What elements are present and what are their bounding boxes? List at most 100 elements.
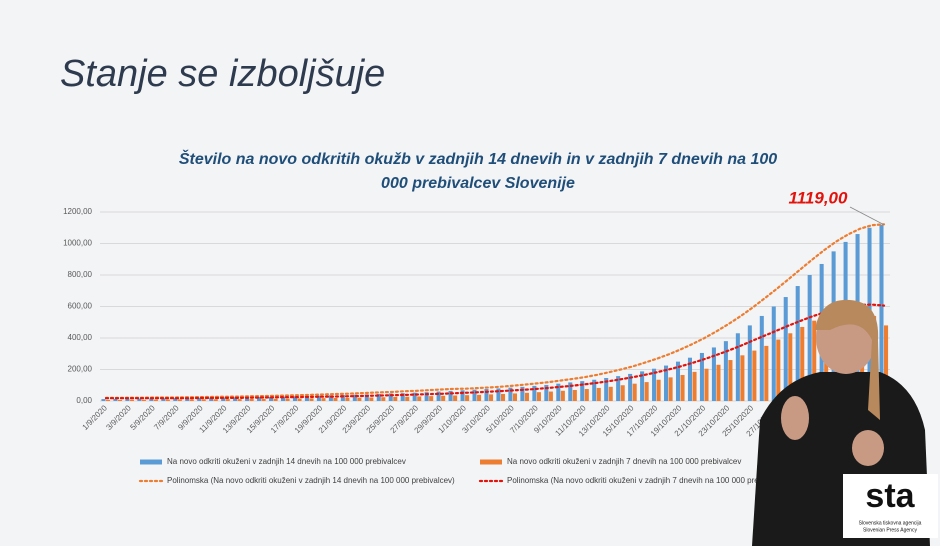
bar <box>417 396 422 401</box>
bar <box>381 397 386 401</box>
bar <box>664 365 669 401</box>
bar <box>628 373 633 401</box>
bar <box>333 398 338 401</box>
bar <box>580 381 585 401</box>
bar <box>221 397 226 401</box>
bar <box>141 399 146 401</box>
bar <box>297 398 302 401</box>
bar <box>884 325 889 401</box>
bar <box>472 389 477 401</box>
bar <box>357 397 362 401</box>
legend-swatch <box>480 459 502 465</box>
bar <box>197 397 202 401</box>
bar <box>201 399 206 401</box>
bar <box>608 386 613 401</box>
bar <box>261 398 266 401</box>
bar <box>723 341 728 401</box>
bar <box>304 395 309 401</box>
bar <box>257 397 262 401</box>
bar <box>640 371 645 401</box>
bar <box>584 389 589 401</box>
bar <box>412 392 417 401</box>
bar <box>105 399 111 401</box>
bar <box>680 375 685 401</box>
bar <box>656 379 661 401</box>
bar <box>568 382 573 401</box>
bar <box>489 394 494 401</box>
interpreter-hair <box>815 299 880 420</box>
bar <box>524 392 529 401</box>
bar <box>249 398 254 401</box>
bar <box>429 396 434 401</box>
bar <box>213 399 218 401</box>
legend-label: Polinomska (Na novo odkriti okuženi v za… <box>167 476 455 485</box>
bar <box>692 371 697 401</box>
bar <box>704 368 709 401</box>
logo-subtitle: Slovenian Press Agency <box>863 527 917 533</box>
bar <box>716 364 721 401</box>
bar <box>225 399 230 401</box>
bar <box>556 383 561 401</box>
logo-box <box>843 474 938 538</box>
bar <box>532 385 537 401</box>
bar <box>812 320 817 401</box>
bar <box>149 398 154 401</box>
bar <box>477 394 482 401</box>
y-tick-label: 1000,00 <box>63 239 92 248</box>
bar <box>788 333 793 401</box>
legend-swatch <box>140 459 162 465</box>
bar <box>465 395 470 401</box>
bar <box>795 286 800 401</box>
bar <box>173 398 178 401</box>
bar <box>388 393 393 401</box>
bar <box>233 397 238 401</box>
bar <box>544 384 549 401</box>
y-tick-label: 1200,00 <box>63 207 92 216</box>
legend-label: Na novo odkriti okuženi v zadnjih 7 dnev… <box>507 457 741 466</box>
bar <box>728 360 733 401</box>
headline: Stanje se izboljšuje <box>60 53 385 95</box>
bar <box>592 379 597 401</box>
bar <box>740 355 745 401</box>
logo-subtitle: Slovenska tiskovna agencija <box>859 520 922 526</box>
bar <box>309 398 314 401</box>
bar <box>189 399 194 401</box>
bar <box>699 352 704 401</box>
bar <box>616 376 621 401</box>
y-tick-label: 600,00 <box>68 302 93 311</box>
bar <box>572 389 577 401</box>
chart-title: Število na novo odkritih okužb v zadnjih… <box>179 149 777 168</box>
bar <box>632 383 637 401</box>
bar <box>776 339 781 401</box>
bar <box>644 382 649 401</box>
bar <box>441 395 446 401</box>
bar <box>269 396 274 401</box>
bar <box>536 392 541 401</box>
bar <box>185 398 190 401</box>
y-tick-label: 800,00 <box>68 270 93 279</box>
bar <box>436 391 441 401</box>
bar <box>393 396 398 401</box>
y-tick-label: 0,00 <box>76 396 92 405</box>
bar <box>280 396 286 401</box>
bar <box>237 399 242 401</box>
bar <box>771 306 776 401</box>
bar <box>759 315 764 401</box>
bar <box>340 395 345 401</box>
bar <box>273 398 278 401</box>
chart-title: 000 prebivalcev Slovenije <box>381 175 575 192</box>
annotation-leader <box>849 206 885 226</box>
bar <box>364 394 369 401</box>
bar <box>548 391 553 401</box>
bar <box>508 387 513 401</box>
bar <box>604 378 609 401</box>
bar <box>129 399 134 401</box>
bar <box>675 361 681 401</box>
interpreter-hand <box>852 430 884 466</box>
bar <box>400 393 405 401</box>
bar <box>113 398 118 401</box>
bar <box>800 326 805 401</box>
bar <box>764 345 769 401</box>
bar <box>807 275 812 401</box>
